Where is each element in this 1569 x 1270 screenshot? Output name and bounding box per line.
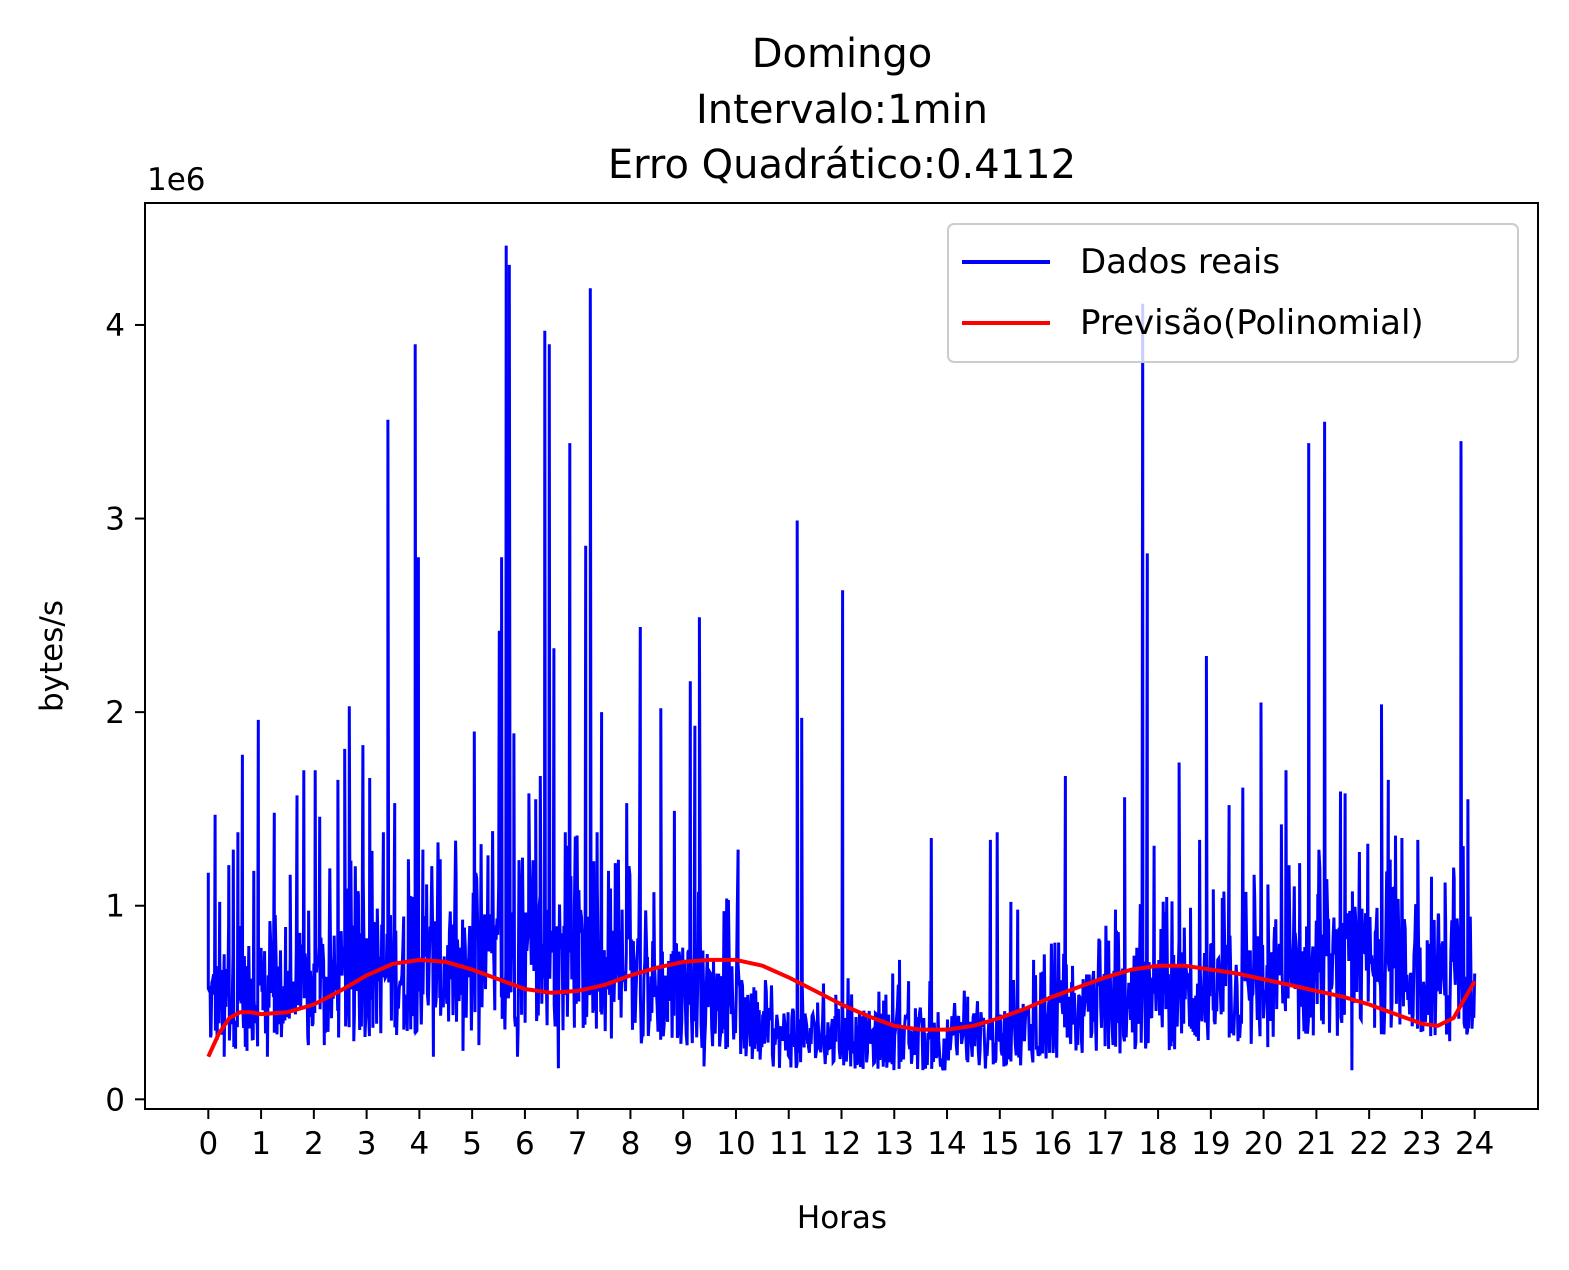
x-tick-label: 17 (1086, 1126, 1125, 1162)
chart-title-line-2: Intervalo:1min (696, 87, 988, 133)
x-tick-label: 12 (822, 1126, 861, 1162)
x-tick-label: 18 (1138, 1126, 1177, 1162)
x-tick-label: 15 (980, 1126, 1019, 1162)
legend-label-previsao: Previsão(Polinomial) (1080, 303, 1424, 343)
y-tick-label: 0 (105, 1082, 125, 1118)
y-scale-label: 1e6 (147, 162, 206, 198)
x-tick-label: 23 (1402, 1126, 1441, 1162)
y-axis-label: bytes/s (34, 600, 70, 712)
x-tick-label: 2 (304, 1126, 324, 1162)
x-tick-label: 10 (716, 1126, 755, 1162)
series-layer (206, 245, 1477, 1071)
x-tick-label: 16 (1033, 1126, 1072, 1162)
y-tick-label: 2 (105, 695, 125, 731)
y-tick-label: 1 (105, 889, 125, 925)
series-line-previsao-polinomial (206, 957, 1477, 1058)
x-tick-label: 24 (1455, 1126, 1494, 1162)
x-tick-label: 21 (1297, 1126, 1336, 1162)
x-tick-label: 13 (875, 1126, 914, 1162)
legend-label-dados-reais: Dados reais (1080, 242, 1280, 282)
x-tick-label: 5 (462, 1126, 482, 1162)
x-tick-label: 3 (357, 1126, 377, 1162)
x-tick-label: 7 (568, 1126, 588, 1162)
y-tick-label: 4 (105, 308, 125, 344)
x-tick-label: 11 (769, 1126, 808, 1162)
y-axis: 0 1 2 3 4 (105, 308, 145, 1118)
x-tick-label: 6 (515, 1126, 535, 1162)
legend-box (947, 223, 1519, 363)
chart-title-line-3: Erro Quadrático:0.4112 (608, 142, 1076, 188)
x-tick-label: 1 (251, 1126, 271, 1162)
x-tick-label: 14 (927, 1126, 966, 1162)
x-tick-label: 20 (1244, 1126, 1283, 1162)
x-axis-label: Horas (797, 1200, 887, 1236)
x-tick-label: 8 (621, 1126, 641, 1162)
x-tick-label: 22 (1349, 1126, 1388, 1162)
x-tick-label: 9 (673, 1126, 693, 1162)
y-tick-label: 3 (105, 502, 125, 538)
x-tick-label: 4 (410, 1126, 430, 1162)
x-axis: 0 1 2 3 4 5 6 7 8 9 10 11 12 13 14 15 16 17 18 19 20 21 22 23 24 (198, 1109, 1494, 1162)
x-tick-label: 19 (1191, 1126, 1230, 1162)
series-line-dados-reais (206, 245, 1477, 1071)
legend: Dados reais Previsão(Polinomial) (947, 223, 1519, 363)
x-tick-label: 0 (198, 1126, 218, 1162)
chart-title-line-1: Domingo (752, 31, 933, 77)
